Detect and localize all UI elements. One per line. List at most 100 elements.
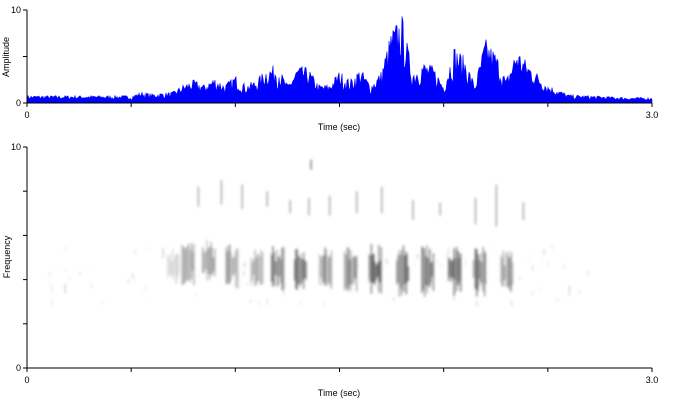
spectrogram-noise	[145, 285, 147, 290]
waveform-area	[26, 16, 653, 104]
spectrogram-blob	[369, 243, 382, 294]
spectrogram-noise	[440, 262, 442, 268]
spectrogram-noise	[64, 247, 66, 251]
spectrogram-mark	[64, 283, 66, 294]
spectrogram-y-ticks: 0 10	[11, 142, 27, 373]
spectrogram-mark	[310, 159, 312, 170]
spectrogram-noise	[64, 268, 66, 272]
spectrogram-noise	[322, 300, 324, 307]
spectrogram-noise	[543, 249, 545, 255]
spectrogram-noise	[300, 301, 302, 305]
spectrogram-noise	[413, 260, 415, 266]
spectrogram-noise	[195, 293, 197, 298]
spectrogram-y-tick-label: 10	[11, 142, 21, 152]
waveform-y-ticks: 0 10	[11, 5, 27, 108]
spectrogram-noise	[290, 270, 292, 273]
spectrogram-blob	[448, 246, 462, 297]
spectrogram-blob	[225, 244, 239, 289]
spectrogram-noise	[49, 282, 51, 288]
waveform-x-ticks	[26, 103, 653, 107]
spectrogram-noise	[197, 271, 199, 278]
spectrogram-noise	[465, 258, 467, 264]
spectrogram-noise	[283, 289, 285, 295]
spectrogram-noise	[579, 290, 580, 294]
waveform-xtick-end: 3.0	[646, 110, 659, 120]
spectrogram-noise	[542, 260, 544, 266]
spectrogram-blob	[167, 248, 180, 284]
spectrogram-noise	[49, 272, 50, 277]
spectrogram-noise	[133, 277, 135, 281]
spectrogram-noise	[476, 301, 478, 307]
spectrogram-noise	[492, 246, 494, 249]
spectrogram-noise	[519, 276, 521, 280]
spectrogram-blob	[500, 250, 514, 293]
spectrogram-noise	[453, 296, 455, 301]
spectrogram-noise	[540, 287, 542, 290]
spectrogram-blob	[421, 245, 434, 297]
spectrogram-noise	[51, 289, 53, 295]
spectrogram-harmonic	[289, 200, 291, 214]
spectrogram-blob	[181, 243, 195, 286]
spectrogram-panel: 0 10 Frequency Time (sec) 0 3.0	[2, 142, 658, 398]
spectrogram-noise	[134, 250, 136, 255]
spectrogram-mark	[162, 248, 164, 259]
spectrogram-noise	[446, 253, 448, 260]
spectrogram-noise	[393, 296, 395, 302]
waveform-y-tick-label: 0	[16, 98, 21, 108]
spectrogram-noise	[102, 300, 104, 306]
spectrogram-noise	[146, 299, 147, 304]
spectrogram-noise	[284, 284, 286, 287]
spectrogram-harmonic	[381, 186, 383, 214]
spectrogram-marks	[49, 159, 589, 307]
spectrogram-noise	[51, 299, 53, 307]
spectrogram-blob	[202, 240, 216, 281]
spectrogram-noise	[563, 263, 565, 270]
spectrogram-noise	[548, 260, 550, 266]
spectrogram-xtick-start: 0	[24, 375, 29, 385]
spectrogram-noise	[532, 291, 534, 296]
spectrogram-noise	[69, 276, 70, 282]
spectrogram-harmonic	[241, 184, 243, 209]
spectrogram-noise	[258, 301, 260, 306]
spectrogram-blob	[271, 246, 285, 291]
waveform-ylabel: Amplitude	[1, 37, 11, 77]
spectrogram-noise	[140, 291, 142, 295]
spectrogram-ylabel: Frequency	[2, 235, 12, 278]
spectrogram-blob	[344, 247, 358, 292]
waveform-panel: 0 10 Amplitude Time (sec) 0 3.0	[1, 5, 658, 132]
spectrogram-noise	[528, 254, 529, 261]
spectrogram-noise	[448, 247, 450, 255]
spectrogram-noise	[557, 298, 559, 302]
spectrogram-noise	[532, 265, 534, 271]
spectrogram-noise	[244, 261, 246, 266]
spectrogram-noise	[395, 272, 397, 277]
waveform-xlabel: Time (sec)	[318, 122, 360, 132]
waveform-y-tick-label: 10	[11, 5, 21, 15]
spectrogram-noise	[90, 284, 92, 288]
spectrogram-noise	[435, 258, 437, 265]
spectrogram-noise	[91, 269, 93, 272]
spectrogram-noise	[481, 254, 483, 259]
spectrogram-noise	[499, 279, 501, 284]
spectrogram-noise	[386, 258, 388, 265]
spectrogram-noise	[246, 282, 248, 286]
spectrogram-harmonic	[412, 200, 414, 220]
spectrogram-noise	[131, 273, 133, 278]
spectrogram-noise	[243, 264, 245, 268]
spectrogram-noise	[131, 272, 133, 276]
spectrogram-noise	[417, 253, 419, 259]
spectrogram-xtick-end: 3.0	[646, 375, 659, 385]
spectrogram-xlabel: Time (sec)	[318, 388, 360, 398]
spectrogram-noise	[415, 255, 417, 260]
spectrogram-y-tick-label: 0	[16, 363, 21, 373]
spectrogram-harmonic	[474, 197, 477, 225]
spectrogram-noise	[551, 244, 553, 250]
spectrogram-noise	[66, 270, 68, 273]
spectrogram-harmonic	[356, 191, 358, 214]
spectrogram-x-ticks	[26, 368, 653, 372]
spectrogram-harmonic	[220, 180, 222, 205]
spectrogram-blob	[396, 245, 409, 297]
spectrogram-noise	[266, 299, 268, 305]
waveform-marks	[26, 16, 653, 104]
